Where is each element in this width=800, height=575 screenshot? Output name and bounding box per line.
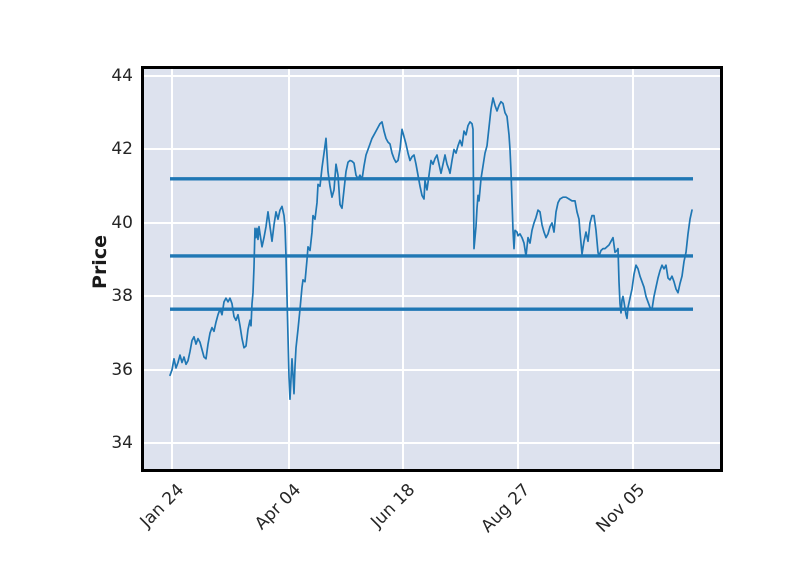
gridline-vertical [171, 68, 173, 470]
gridline-horizontal [143, 75, 721, 77]
gridline-horizontal [143, 148, 721, 151]
y-tick-label: 38 [111, 286, 133, 307]
gridline-horizontal [143, 442, 721, 445]
gridline-vertical [631, 68, 634, 470]
gridline-horizontal [143, 368, 721, 371]
price-line-series [169, 97, 693, 401]
y-tick-label: 44 [111, 66, 133, 86]
gridline-vertical [402, 68, 405, 470]
gridline-vertical [517, 68, 519, 470]
y-axis-label: Price [89, 235, 111, 289]
gridline-horizontal [143, 295, 721, 298]
gridline-vertical [287, 68, 290, 470]
y-tick-label: 34 [111, 433, 133, 454]
y-tick-label: 42 [111, 139, 133, 160]
gridline-horizontal [143, 221, 721, 224]
y-tick-label: 36 [111, 359, 133, 380]
y-tick-label: 40 [111, 212, 133, 233]
plot-area [143, 68, 721, 470]
